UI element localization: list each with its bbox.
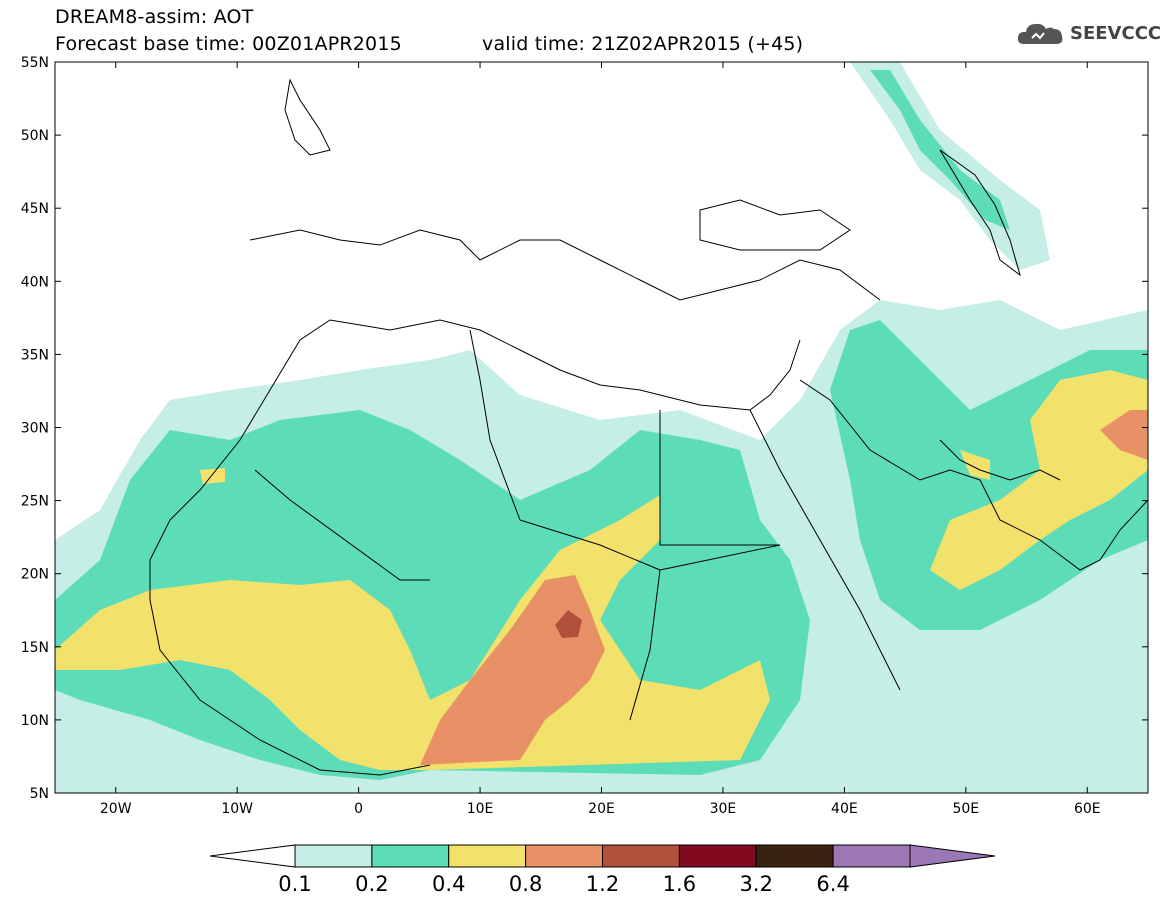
coastlines-borders [149,78,1148,776]
coastline-uk [284,78,331,156]
border-sudan [659,544,781,571]
aot-band-0.4 [55,495,770,770]
lat-label: 10N [21,713,49,729]
colorbar-label: 3.2 [740,872,773,896]
valid-time: valid time: 21Z02APR2015 (+45) [482,33,804,55]
lon-label: 20E [588,801,615,817]
aot-band-1.2 [555,610,582,638]
coastline-europe [249,229,881,301]
lat-label: 40N [21,274,49,290]
cloud-icon [1017,23,1063,44]
lat-label: 15N [21,640,49,656]
colorbar-box [294,844,373,868]
colorbar-box [371,844,450,868]
colorbar-box [525,844,603,868]
colorbar-box [678,844,757,868]
colorbar-box [602,844,680,868]
coastline-gulf [939,439,1061,481]
colorbar-label: 0.4 [432,872,465,896]
colorbar-label: 1.2 [586,872,619,896]
lon-label: 0 [354,801,363,817]
colorbar-box [832,844,911,868]
lat-label: 50N [21,128,49,144]
colorbar-under [209,844,296,868]
coastline-red-sea [749,409,901,691]
lat-label: 20N [21,567,49,583]
colorbar-label: 0.2 [355,872,388,896]
aot-band-0.8-iran [1100,410,1148,460]
coastline-caspian [939,149,1021,277]
lat-label: 55N [21,55,49,71]
lon-label: 60E [1074,801,1101,817]
seevccc-logo: SEEVCCC [1016,18,1161,48]
colorbar-label: 0.1 [278,872,311,896]
colorbar-over [909,844,996,868]
map-title: DREAM8-assim: AOT [55,6,254,28]
lon-label: 10E [467,801,494,817]
coastline-black-sea [699,199,851,251]
border-mali [254,469,430,581]
border-libya-egypt [659,410,780,546]
forecast-base-time: Forecast base time: 00Z01APR2015 [55,33,402,55]
lat-label: 45N [21,201,49,217]
colorbar: 0.1 0.2 0.4 0.8 1.2 1.6 3.2 6.4 [209,844,996,896]
colorbar-label: 1.6 [663,872,696,896]
lon-label: 20W [100,801,132,817]
lon-label: 50E [952,801,979,817]
lat-label: 35N [21,347,49,363]
colorbar-label: 6.4 [816,872,849,896]
colorbar-box [448,844,527,868]
coastline-west-africa [149,560,431,776]
aot-band-0.4-arabia [930,370,1148,590]
lon-label: 10W [221,801,253,817]
lon-label: 40E [831,801,858,817]
aot-band-0.4-iraq [960,450,990,480]
longitude-axis: 20W 10W 0 10E 20E 30E 40E 50E 60E [100,62,1101,817]
lat-label: 25N [21,494,49,510]
border-algeria-libya [469,329,521,521]
lon-label: 30E [710,801,737,817]
latitude-axis: 55N 50N 45N 40N 35N 30N 25N 20N 15N 10N 5N [21,55,1148,802]
coastline-arabia [799,379,1148,571]
aot-band-0.4-sahara [200,468,225,484]
lat-label: 5N [30,786,49,802]
colorbar-label: 0.8 [509,872,542,896]
colorbar-box [755,844,834,868]
logo-text: SEEVCCC [1070,22,1162,44]
aot-contours [55,62,1148,793]
lat-label: 30N [21,421,49,437]
